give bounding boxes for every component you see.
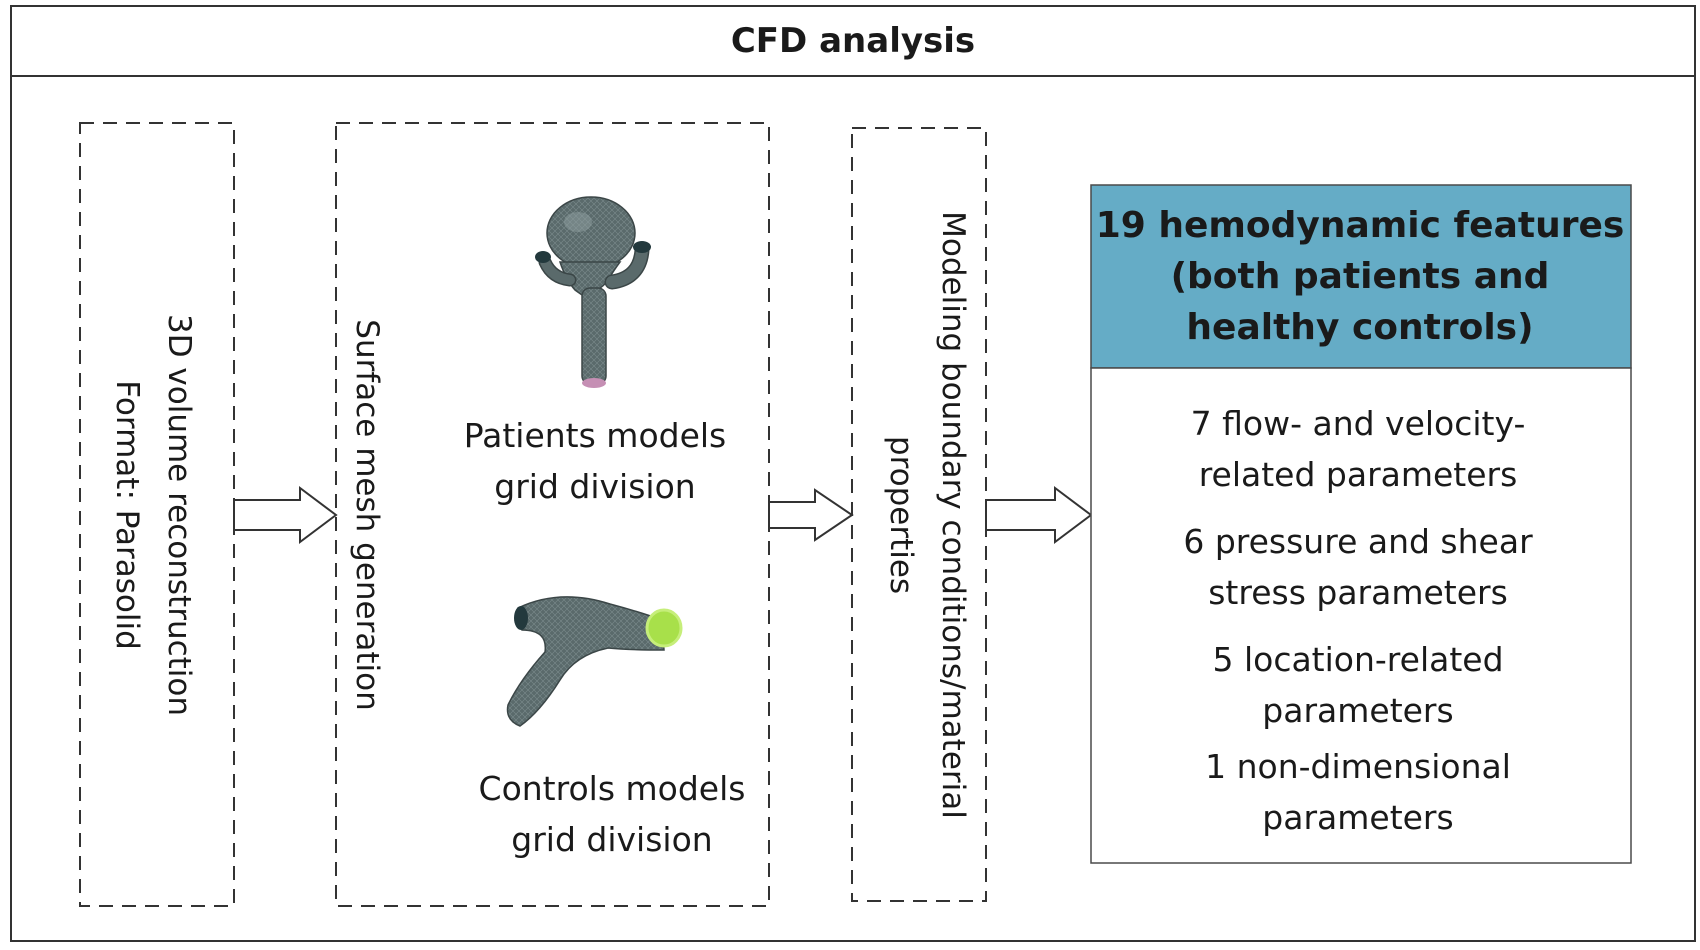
reconstruction-line1: 3D volume reconstruction (161, 314, 197, 716)
modeling-label: Modeling boundary conditions/material pr… (883, 211, 971, 819)
controls-model-image (506, 596, 683, 727)
feature-item-flow-line2: related parameters (1199, 455, 1518, 494)
features-body (1090, 367, 1632, 864)
mesh-box (335, 122, 770, 907)
diagram-title: CFD analysis (731, 21, 975, 61)
controls-model-outlet (645, 608, 683, 648)
arrow-reconstruction-to-mesh (233, 486, 338, 544)
outer-frame (10, 5, 1696, 942)
arrow-modeling-to-features (985, 486, 1093, 544)
features-box: 19 hemodynamic features (both patients a… (1090, 184, 1632, 864)
features-title-line3: healthy controls) (1186, 307, 1533, 348)
feature-item-flow-line1: 7 flow- and velocity- (1191, 404, 1526, 443)
feature-item-nondim-line1: 1 non-dimensional (1205, 747, 1511, 786)
reconstruction-label: 3D volume reconstruction Format: Parasol… (109, 314, 197, 716)
features-title-line2: (both patients and (1171, 256, 1550, 297)
feature-item-pressure-line1: 6 pressure and shear (1183, 522, 1533, 561)
patients-model-outlet (582, 378, 606, 388)
reconstruction-box (79, 122, 235, 907)
mesh-heading: Surface mesh generation (349, 319, 385, 710)
patients-label-line1: Patients models (464, 416, 727, 455)
controls-label-line2: grid division (511, 820, 712, 859)
modeling-line1: Modeling boundary conditions/material (935, 211, 971, 819)
feature-item-location-line1: 5 location-related (1212, 640, 1503, 679)
feature-item-location-line2: parameters (1262, 691, 1453, 730)
features-title-line1: 19 hemodynamic features (1096, 205, 1625, 246)
feature-item-pressure-line2: stress parameters (1208, 573, 1508, 612)
arrow-mesh-to-modeling (768, 488, 854, 542)
patients-label-line2: grid division (494, 467, 695, 506)
modeling-line2: properties (883, 436, 919, 594)
feature-item-nondim-line2: parameters (1262, 798, 1453, 837)
reconstruction-line2: Format: Parasolid (109, 380, 145, 650)
patients-model-image (535, 196, 651, 388)
modeling-box (851, 127, 987, 902)
controls-label-line1: Controls models (479, 769, 746, 808)
features-header (1090, 184, 1632, 369)
